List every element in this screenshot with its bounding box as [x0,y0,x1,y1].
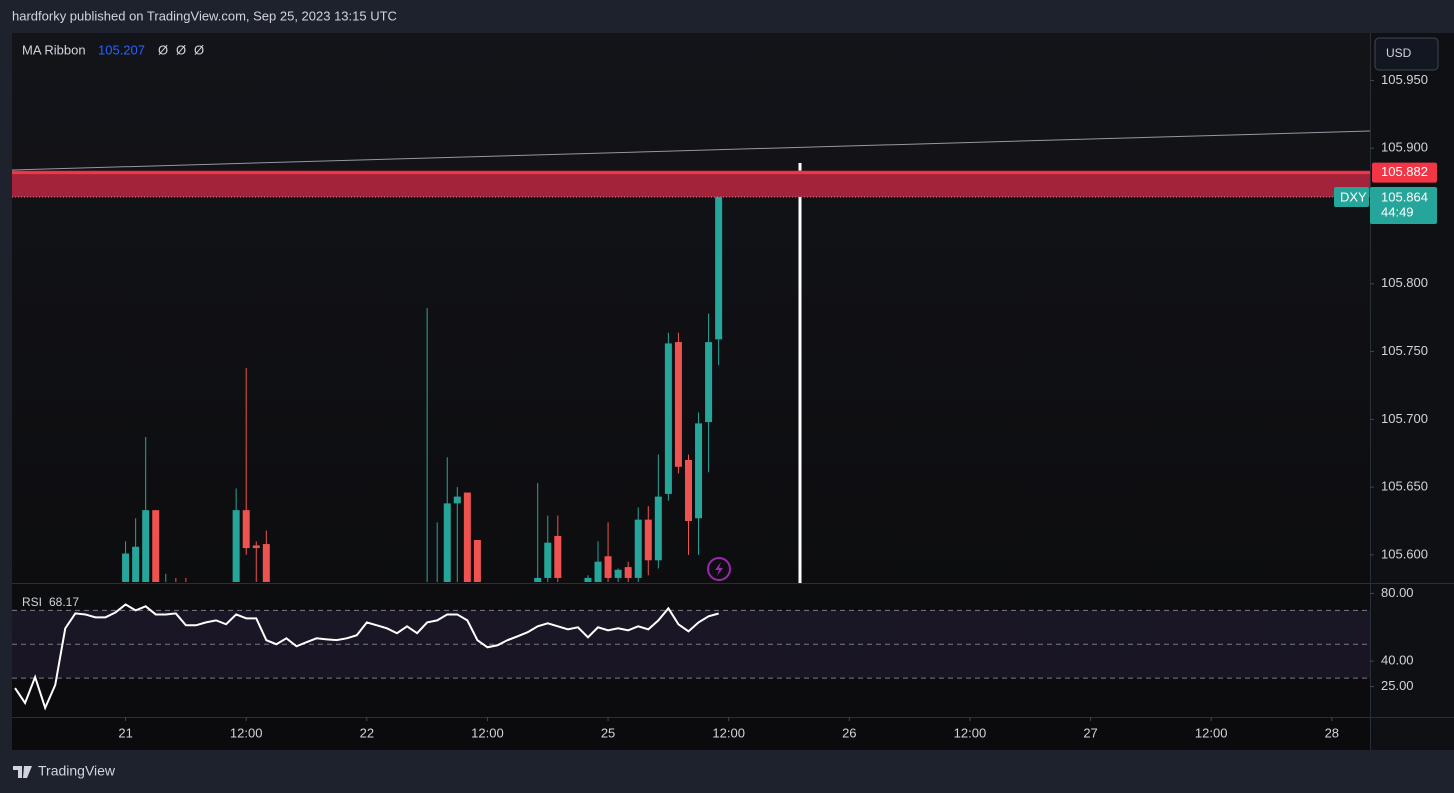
level-price-tag [1372,162,1437,183]
candle-body [634,519,642,578]
candle-body [132,546,140,582]
event-icon-bolt [715,562,723,576]
candle-body [705,342,713,423]
candle-body [644,519,652,561]
x-tick-label: 25 [601,725,615,740]
rsi-pane [12,603,1370,711]
y-tick-label: 105.950 [1381,72,1428,87]
last-price-label: 105.864 [1381,189,1428,204]
indicator-placeholder: Ø [176,42,186,57]
brand-logo [13,766,32,778]
x-tick-label: 12:00 [471,725,504,740]
candle-body [674,342,682,467]
candle-body [614,569,622,578]
indicator-value: 105.207 [98,42,145,57]
x-tick-label: 12:00 [230,725,263,740]
plot-background [12,33,1370,750]
candle-body [554,535,562,578]
y-tick-label: 105.800 [1381,275,1428,290]
last-price-tag [1370,187,1437,225]
candle-body [534,577,542,582]
y-tick-label: 105.700 [1381,411,1428,426]
publish-title: hardforky published on TradingView.com, … [12,8,397,23]
x-tick-label: 26 [842,725,856,740]
candle-body [473,539,481,582]
candle-body [715,197,723,340]
event-icon[interactable] [707,557,731,581]
x-tick-label: 12:00 [712,725,745,740]
y-tick-label: 105.650 [1381,479,1428,494]
countdown-label: 44:49 [1381,204,1414,219]
candle-body [242,510,250,549]
symbol-tag [1334,187,1369,208]
candle-body [152,510,160,582]
resistance-zone [12,170,1370,198]
y-tick-label: 105.750 [1381,343,1428,358]
candle-body [122,553,130,582]
candle-body [654,496,662,561]
candle-body [664,343,672,494]
y-tick-label: 25.00 [1381,678,1414,693]
candle-body [684,460,692,521]
x-tick-label: 12:00 [1195,725,1228,740]
x-tick-label: 27 [1083,725,1097,740]
candle-body [604,556,612,578]
x-tick-label: 22 [360,725,374,740]
candle-body [232,510,240,582]
candle-body [594,561,602,582]
currency-button[interactable] [1374,37,1439,71]
candle-body [252,545,260,549]
candle-body [624,567,632,578]
indicator-placeholder: Ø [158,42,168,57]
trend-line [11,130,1371,171]
level-price-label: 105.882 [1381,164,1428,179]
candle-body [262,544,270,582]
candle-body [584,577,592,582]
rsi-line [14,603,719,711]
price-axis-background [1370,33,1454,750]
y-tick-label: 105.600 [1381,546,1428,561]
y-tick-label: 40.00 [1381,653,1414,668]
currency-label: USD [1386,46,1412,60]
x-tick-label: 21 [118,725,132,740]
rsi-name: RSI [22,595,42,609]
candle-body [463,492,471,582]
y-tick-label: 105.900 [1381,140,1428,155]
symbol-label: DXY [1340,189,1367,204]
indicator-name: MA Ribbon [22,42,86,57]
rsi-value: 68.17 [49,595,79,609]
indicator-placeholder: Ø [194,42,204,57]
y-tick-label: 80.00 [1381,585,1414,600]
candle-body [695,423,703,519]
candle-body [443,503,451,582]
candle-body [142,510,150,582]
x-tick-label: 12:00 [954,725,987,740]
candle-body [544,542,552,578]
brand-name: TradingView [38,763,116,779]
candle-body [453,496,461,504]
x-tick-label: 28 [1325,725,1339,740]
price-pane [12,170,1370,582]
